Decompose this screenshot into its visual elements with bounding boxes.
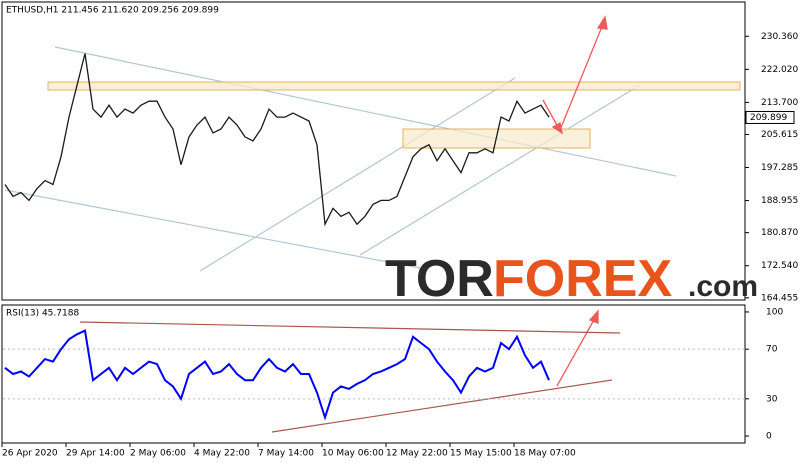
rsi-title: RSI(13) 45.7188 (6, 309, 79, 319)
x-tick-label: 2 May 06:00 (130, 449, 186, 459)
y-tick-label: 180.870 (761, 228, 798, 238)
y-tick-label: 205.615 (761, 130, 798, 140)
rsi-trend-lines (79, 321, 621, 433)
trend-lines (4, 46, 677, 272)
y-tick-label: 230.360 (761, 32, 798, 42)
price-panel (1, 1, 746, 301)
forecast-arrows (542, 15, 608, 387)
x-tick-label: 29 Apr 14:00 (66, 449, 125, 459)
header: ETHUSD,H1 211.456 211.620 209.256 209.89… (6, 6, 219, 16)
resistance-zone (47, 81, 741, 91)
y-tick-label: 213.700 (761, 98, 798, 108)
x-tick-label: 18 May 07:00 (514, 449, 576, 459)
y-tick-label: 100 (766, 307, 783, 317)
price-line (4, 53, 550, 227)
y-tick-label: 222.020 (761, 65, 798, 75)
y-tick-label: 172.540 (761, 261, 798, 271)
y-tick-label: 0 (766, 432, 772, 442)
y-tick-label: 188.955 (761, 196, 798, 206)
watermark: TOR (385, 250, 494, 308)
last-price-box (745, 110, 795, 124)
price-line (4, 329, 550, 421)
y-tick-label: 30 (766, 394, 778, 404)
y-tick-label: 164.455 (761, 293, 798, 303)
y-tick-label: 197.285 (761, 163, 798, 173)
x-tick-label: 12 May 22:00 (386, 449, 448, 459)
last-price-label: 209.899 (750, 113, 787, 123)
x-tick-label: 15 May 15:00 (450, 449, 512, 459)
watermark: FOREX (493, 250, 672, 308)
x-tick-label: 26 Apr 2020 (2, 449, 58, 459)
x-tick-label: 10 May 06:00 (322, 449, 384, 459)
x-tick-label: 7 May 14:00 (258, 449, 314, 459)
x-tick-label: 4 May 22:00 (194, 449, 250, 459)
y-tick-label: 70 (766, 345, 778, 355)
